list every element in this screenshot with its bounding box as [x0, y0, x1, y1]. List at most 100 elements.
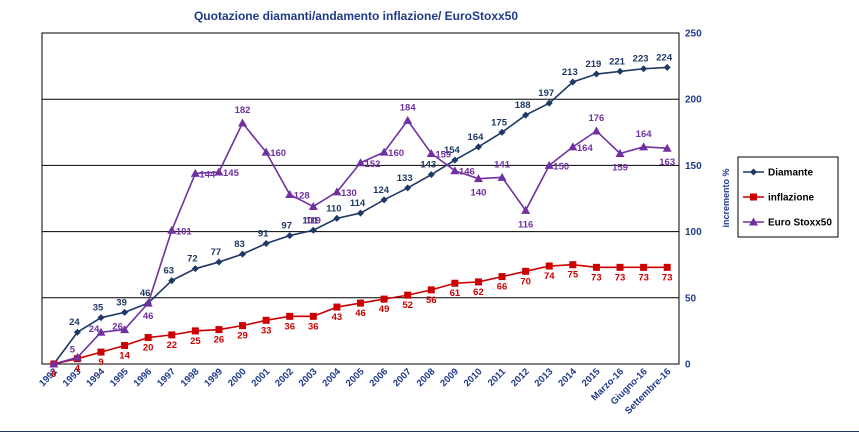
- data-point: [473, 174, 483, 183]
- data-label: 124: [373, 185, 390, 196]
- data-label: 97: [281, 221, 292, 232]
- x-tick-label: 2010: [462, 366, 485, 389]
- data-label: 29: [237, 331, 248, 342]
- x-tick-label: 2003: [297, 366, 320, 389]
- data-label: 175: [491, 117, 508, 128]
- data-point: [357, 209, 364, 217]
- legend-label: inflazione: [768, 193, 815, 204]
- data-label: 159: [612, 162, 628, 173]
- data-label: 130: [341, 188, 357, 199]
- data-label: 73: [638, 272, 649, 283]
- data-point: [215, 258, 223, 266]
- x-tick-label: 2000: [226, 366, 249, 389]
- data-label: 24: [89, 324, 100, 335]
- data-point: [143, 298, 153, 307]
- y-tick-label: 250: [685, 29, 702, 40]
- data-label: 160: [270, 148, 286, 159]
- data-label: 9: [98, 357, 103, 368]
- data-label: 110: [326, 203, 341, 214]
- data-label: 116: [518, 219, 533, 230]
- data-label: 160: [388, 148, 404, 159]
- data-point: [286, 312, 294, 320]
- data-label: 74: [544, 271, 555, 282]
- data-point: [309, 226, 317, 234]
- data-point: [286, 232, 294, 240]
- data-point: [72, 352, 82, 361]
- data-point: [356, 158, 365, 167]
- data-point: [120, 325, 130, 334]
- data-label: 224: [656, 52, 673, 63]
- data-point: [238, 118, 248, 127]
- data-label: 114: [350, 198, 366, 209]
- x-tick-label: 1992: [37, 366, 60, 389]
- data-label: 221: [609, 56, 626, 67]
- data-label: 159: [435, 149, 451, 160]
- series-square: [50, 261, 671, 368]
- data-point: [450, 166, 460, 175]
- data-point: [404, 184, 412, 192]
- data-point: [427, 286, 435, 294]
- data-label: 56: [426, 295, 437, 306]
- data-point: [380, 295, 388, 303]
- data-point: [357, 299, 364, 307]
- data-point: [239, 322, 247, 330]
- data-label: 101: [302, 215, 319, 226]
- data-label: 24: [69, 317, 80, 328]
- x-tick-label: 2002: [273, 366, 296, 389]
- y-tick-label: 0: [685, 360, 691, 371]
- data-label: 39: [116, 297, 127, 308]
- data-label: 164: [468, 132, 485, 143]
- y-axis: 0 50 100 150 200 250: [685, 29, 702, 371]
- series-triangle: [49, 115, 672, 368]
- data-point: [333, 303, 341, 311]
- data-label: 73: [591, 272, 602, 283]
- data-label: 73: [615, 272, 626, 283]
- data-point: [592, 263, 600, 271]
- data-point: [569, 261, 577, 269]
- data-point: [404, 291, 412, 299]
- data-label: 143: [420, 160, 436, 171]
- data-label: 219: [585, 59, 601, 70]
- data-point: [545, 262, 553, 270]
- data-label: 43: [332, 312, 343, 323]
- legend-label: Euro Stoxx50: [768, 218, 832, 229]
- data-point: [522, 111, 530, 119]
- series-layer: [49, 63, 672, 368]
- data-point: [403, 115, 413, 124]
- data-point: [121, 341, 129, 349]
- x-tick-label: 2013: [533, 366, 556, 389]
- data-label: 22: [166, 340, 177, 351]
- legend-marker: [749, 217, 758, 226]
- x-tick-label: 2005: [344, 366, 367, 389]
- legend-marker: [750, 193, 757, 201]
- data-label: 20: [143, 343, 154, 354]
- data-point: [591, 126, 601, 135]
- data-label: 176: [588, 113, 604, 124]
- data-point: [640, 65, 648, 73]
- data-label: 33: [261, 325, 272, 336]
- data-point: [498, 128, 506, 136]
- x-tick-label: 1995: [108, 366, 131, 389]
- data-label: 49: [379, 304, 390, 315]
- data-label: 25: [190, 336, 201, 347]
- data-point: [640, 263, 648, 271]
- x-tick-label: 1996: [132, 366, 155, 389]
- data-point: [569, 78, 577, 86]
- data-point: [73, 328, 81, 336]
- data-point: [49, 359, 59, 368]
- data-point: [616, 263, 624, 271]
- data-point: [190, 168, 200, 177]
- legend-marker: [750, 168, 757, 176]
- data-label: 154: [444, 145, 461, 156]
- data-label: 14: [119, 350, 130, 361]
- data-point: [332, 187, 342, 196]
- data-label: 133: [397, 173, 413, 184]
- data-point: [451, 156, 459, 164]
- chart-title: Quotazione diamanti/andamento inflazione…: [194, 9, 518, 23]
- data-label: 46: [140, 288, 151, 299]
- data-point: [191, 327, 199, 335]
- data-point: [663, 63, 671, 71]
- y-tick-label: 50: [685, 293, 697, 304]
